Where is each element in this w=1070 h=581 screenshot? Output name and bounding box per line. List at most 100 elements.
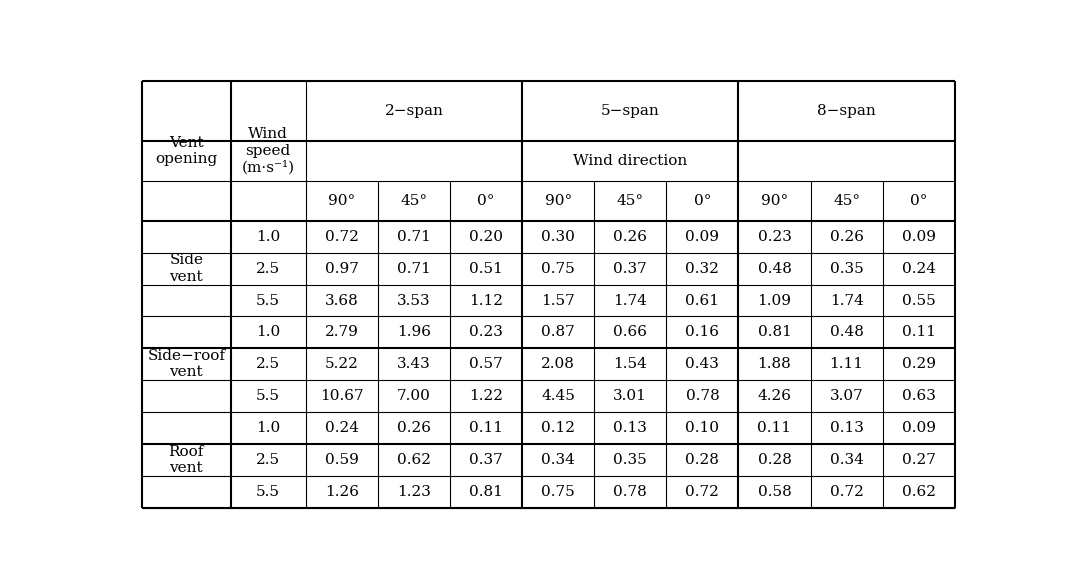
Text: 0.62: 0.62: [902, 485, 935, 499]
Text: 5.5: 5.5: [256, 293, 280, 307]
Text: 8−span: 8−span: [817, 104, 876, 118]
Text: 7.00: 7.00: [397, 389, 431, 403]
Text: 0.35: 0.35: [829, 261, 863, 275]
Text: 10.67: 10.67: [320, 389, 364, 403]
Text: 0.26: 0.26: [397, 421, 431, 435]
Text: 0.23: 0.23: [758, 229, 792, 243]
Text: 0.34: 0.34: [829, 453, 863, 467]
Text: 45°: 45°: [616, 193, 644, 207]
Text: 0.13: 0.13: [829, 421, 863, 435]
Text: 0.72: 0.72: [325, 229, 358, 243]
Text: 0.78: 0.78: [613, 485, 647, 499]
Text: 0.09: 0.09: [902, 229, 935, 243]
Text: 0.30: 0.30: [541, 229, 576, 243]
Text: 0.37: 0.37: [470, 453, 503, 467]
Text: 1.0: 1.0: [256, 229, 280, 243]
Text: 0.78: 0.78: [686, 389, 719, 403]
Text: 1.57: 1.57: [541, 293, 575, 307]
Text: 0.66: 0.66: [613, 325, 647, 339]
Text: 0.37: 0.37: [613, 261, 647, 275]
Text: Wind direction: Wind direction: [574, 154, 687, 168]
Text: 1.0: 1.0: [256, 325, 280, 339]
Text: 0.26: 0.26: [613, 229, 647, 243]
Text: 5.5: 5.5: [256, 389, 280, 403]
Text: 0.12: 0.12: [541, 421, 576, 435]
Text: 2−span: 2−span: [384, 104, 443, 118]
Text: 0.63: 0.63: [902, 389, 935, 403]
Text: 3.01: 3.01: [613, 389, 647, 403]
Text: 5.22: 5.22: [325, 357, 358, 371]
Text: 1.96: 1.96: [397, 325, 431, 339]
Text: 90°: 90°: [545, 193, 571, 207]
Text: Wind
speed
(m·s⁻¹): Wind speed (m·s⁻¹): [242, 127, 294, 174]
Text: 0.26: 0.26: [829, 229, 863, 243]
Text: 0.48: 0.48: [758, 261, 792, 275]
Text: 1.26: 1.26: [325, 485, 358, 499]
Text: 0.75: 0.75: [541, 485, 575, 499]
Text: 0.28: 0.28: [686, 453, 719, 467]
Text: 0.57: 0.57: [470, 357, 503, 371]
Text: 4.26: 4.26: [758, 389, 792, 403]
Text: 0.11: 0.11: [902, 325, 935, 339]
Text: 0°: 0°: [693, 193, 712, 207]
Text: 0.20: 0.20: [469, 229, 503, 243]
Text: 0.43: 0.43: [686, 357, 719, 371]
Text: 0.72: 0.72: [829, 485, 863, 499]
Text: Side−roof
vent: Side−roof vent: [148, 349, 226, 379]
Text: 1.12: 1.12: [469, 293, 503, 307]
Text: 0.81: 0.81: [758, 325, 792, 339]
Text: 0.24: 0.24: [325, 421, 358, 435]
Text: 0.87: 0.87: [541, 325, 575, 339]
Text: 90°: 90°: [328, 193, 355, 207]
Text: Side
vent: Side vent: [169, 253, 203, 284]
Text: 0.71: 0.71: [397, 229, 431, 243]
Text: 0.72: 0.72: [686, 485, 719, 499]
Text: 0.16: 0.16: [686, 325, 719, 339]
Text: 2.5: 2.5: [256, 453, 280, 467]
Text: 2.79: 2.79: [325, 325, 358, 339]
Text: 0.27: 0.27: [902, 453, 935, 467]
Text: 1.09: 1.09: [758, 293, 792, 307]
Text: 1.23: 1.23: [397, 485, 431, 499]
Text: Roof
vent: Roof vent: [169, 445, 204, 475]
Text: 0.35: 0.35: [613, 453, 647, 467]
Text: 5−span: 5−span: [601, 104, 660, 118]
Text: 0.48: 0.48: [829, 325, 863, 339]
Text: 1.11: 1.11: [829, 357, 863, 371]
Text: 0.62: 0.62: [397, 453, 431, 467]
Text: 0.13: 0.13: [613, 421, 647, 435]
Text: 3.07: 3.07: [829, 389, 863, 403]
Text: 5.5: 5.5: [256, 485, 280, 499]
Text: 1.22: 1.22: [469, 389, 503, 403]
Text: 2.08: 2.08: [541, 357, 576, 371]
Text: 2.5: 2.5: [256, 357, 280, 371]
Text: 0.81: 0.81: [469, 485, 503, 499]
Text: 90°: 90°: [761, 193, 789, 207]
Text: 0.34: 0.34: [541, 453, 576, 467]
Text: 2.5: 2.5: [256, 261, 280, 275]
Text: 1.0: 1.0: [256, 421, 280, 435]
Text: 3.68: 3.68: [325, 293, 358, 307]
Text: 4.45: 4.45: [541, 389, 576, 403]
Text: 0.11: 0.11: [758, 421, 792, 435]
Text: 3.43: 3.43: [397, 357, 431, 371]
Text: 45°: 45°: [400, 193, 428, 207]
Text: 0.10: 0.10: [686, 421, 719, 435]
Text: 0.71: 0.71: [397, 261, 431, 275]
Text: 0.59: 0.59: [325, 453, 358, 467]
Text: 0°: 0°: [910, 193, 928, 207]
Text: 0.29: 0.29: [902, 357, 935, 371]
Text: 1.74: 1.74: [613, 293, 647, 307]
Text: 0.09: 0.09: [902, 421, 935, 435]
Text: 0.32: 0.32: [686, 261, 719, 275]
Text: 3.53: 3.53: [397, 293, 431, 307]
Text: 45°: 45°: [834, 193, 860, 207]
Text: 0.75: 0.75: [541, 261, 575, 275]
Text: 0.09: 0.09: [686, 229, 719, 243]
Text: 1.74: 1.74: [829, 293, 863, 307]
Text: 1.54: 1.54: [613, 357, 647, 371]
Text: 0.23: 0.23: [469, 325, 503, 339]
Text: 0°: 0°: [477, 193, 494, 207]
Text: 1.88: 1.88: [758, 357, 792, 371]
Text: Vent
opening: Vent opening: [155, 136, 217, 166]
